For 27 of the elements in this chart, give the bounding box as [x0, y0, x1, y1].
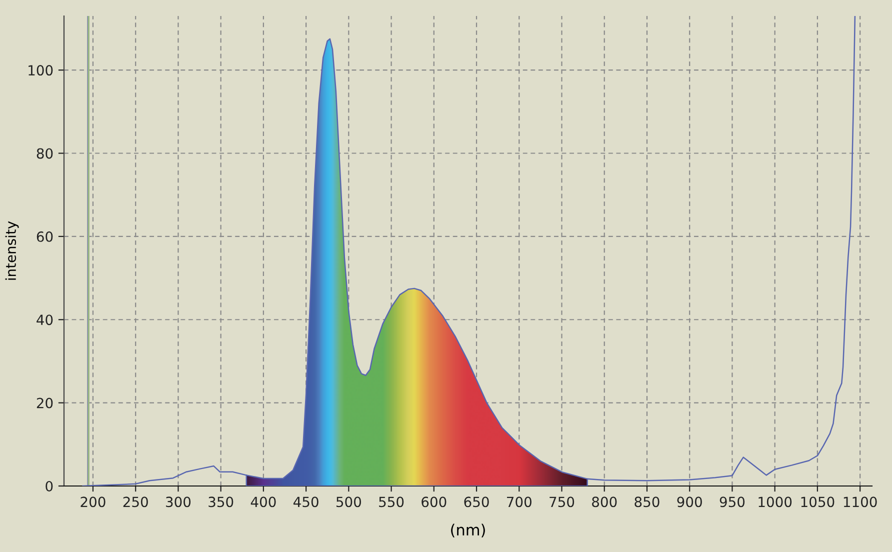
y-tick-label: 60 — [36, 231, 53, 242]
x-tick-label: 500 — [336, 496, 362, 508]
x-tick-label: 1000 — [758, 496, 792, 508]
x-tick-label: 800 — [592, 496, 617, 508]
x-tick-label: 900 — [677, 496, 702, 508]
y-axis-title: intensity — [5, 221, 19, 280]
x-tick-label: 1100 — [844, 496, 877, 508]
x-tick-label: 950 — [720, 496, 745, 508]
x-axis-title: (nm) — [451, 524, 485, 538]
y-tick-label: 100 — [28, 65, 53, 76]
x-tick-label: 850 — [634, 496, 660, 508]
y-tick-label: 20 — [36, 398, 53, 408]
x-tick-label: 700 — [507, 496, 532, 508]
x-tick-label: 600 — [422, 496, 446, 508]
y-tick-label: 0 — [46, 480, 53, 492]
x-tick-label: 300 — [166, 496, 191, 508]
x-tick-label: 200 — [80, 496, 106, 508]
x-tick-label: 450 — [293, 496, 318, 508]
y-tick-label: 80 — [36, 148, 53, 159]
x-tick-label: 650 — [464, 496, 489, 508]
x-tick-label: 250 — [123, 496, 148, 508]
x-tick-label: 400 — [250, 496, 276, 508]
x-tick-label: 750 — [550, 496, 574, 508]
x-tick-label: 1050 — [801, 496, 834, 508]
y-tick-label: 40 — [36, 314, 53, 326]
x-tick-label: 550 — [379, 496, 404, 508]
x-tick-label: 350 — [208, 496, 234, 508]
